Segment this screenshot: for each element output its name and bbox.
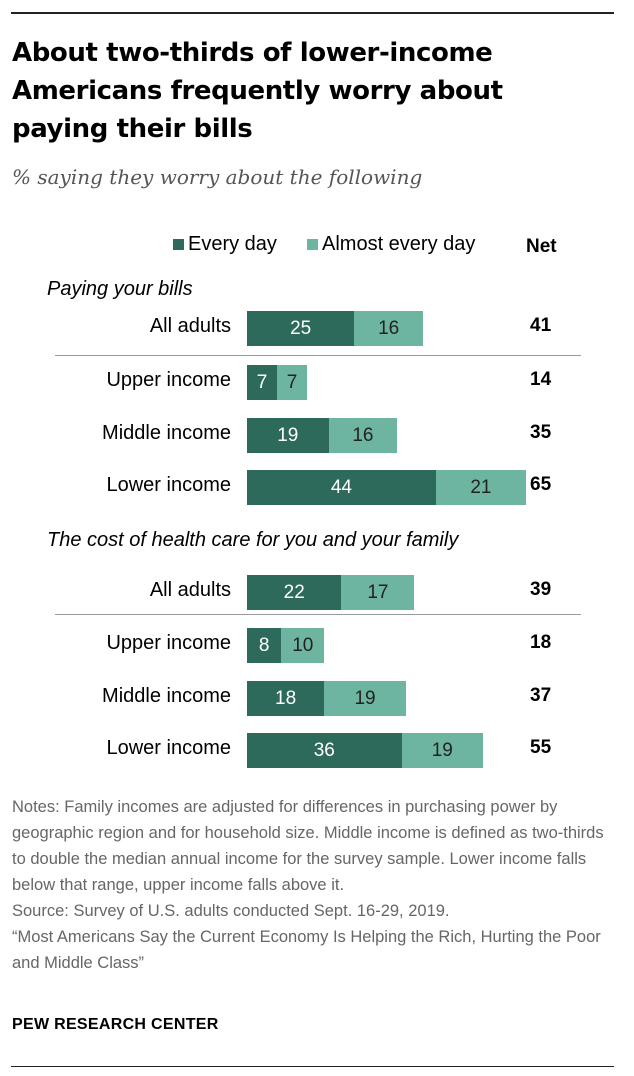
net-value-all-adults: 41 <box>530 315 552 336</box>
top-rule <box>11 12 614 14</box>
report-title: “Most Americans Say the Current Economy … <box>12 928 601 972</box>
notes-text: Notes: Family incomes are adjusted for d… <box>12 798 604 894</box>
legend-label-every-day: Every day <box>188 233 277 255</box>
bar-every-day-middle-income: 18 <box>247 681 325 716</box>
row-label-middle-income: Middle income <box>102 422 231 444</box>
row-label-all-adults: All adults <box>149 315 231 337</box>
net-value-upper-income: 14 <box>530 369 552 390</box>
all-adults-separator <box>55 614 581 615</box>
net-value-all-adults: 39 <box>530 579 552 600</box>
legend-label-almost-every-day: Almost every day <box>322 233 476 255</box>
legend-every-day: Every day <box>173 232 277 256</box>
bar-almost-every-day-middle-income: 16 <box>328 418 398 453</box>
section-label: Paying your bills <box>47 278 193 300</box>
net-value-lower-income: 55 <box>530 737 552 758</box>
legend-swatch-every-day <box>173 239 184 251</box>
bar-almost-every-day-lower-income: 21 <box>435 470 526 505</box>
bar-almost-every-day-middle-income: 19 <box>324 681 406 716</box>
bar-every-day-all-adults: 22 <box>247 575 342 610</box>
bar-almost-every-day-all-adults: 17 <box>341 575 415 610</box>
bar-every-day-upper-income: 8 <box>247 628 282 663</box>
net-value-upper-income: 18 <box>530 632 552 653</box>
bar-every-day-upper-income: 7 <box>247 365 278 400</box>
bottom-rule <box>11 1066 614 1067</box>
net-header: Net <box>526 236 557 257</box>
bar-every-day-lower-income: 36 <box>247 733 402 768</box>
all-adults-separator <box>55 355 581 356</box>
row-label-upper-income: Upper income <box>106 632 231 654</box>
net-value-lower-income: 65 <box>530 474 552 495</box>
chart-title: About two-thirds of lower-income America… <box>12 38 503 144</box>
legend-swatch-almost-every-day <box>307 239 318 251</box>
legend-almost-every-day: Almost every day <box>307 232 475 256</box>
notes-block: Notes: Family incomes are adjusted for d… <box>12 794 612 976</box>
section-label: The cost of health care for you and your… <box>47 529 459 551</box>
row-label-lower-income: Lower income <box>106 474 231 496</box>
net-value-middle-income: 37 <box>530 685 552 706</box>
source-text: Source: Survey of U.S. adults conducted … <box>12 902 450 920</box>
bar-every-day-middle-income: 19 <box>247 418 329 453</box>
row-label-upper-income: Upper income <box>106 369 231 391</box>
net-value-middle-income: 35 <box>530 422 552 443</box>
row-label-middle-income: Middle income <box>102 685 231 707</box>
bar-every-day-all-adults: 25 <box>247 311 355 346</box>
row-label-lower-income: Lower income <box>106 737 231 759</box>
bar-almost-every-day-upper-income: 7 <box>277 365 308 400</box>
bar-almost-every-day-upper-income: 10 <box>281 628 325 663</box>
row-label-all-adults: All adults <box>149 579 231 601</box>
chart-subtitle: % saying they worry about the following <box>12 165 423 189</box>
bar-almost-every-day-all-adults: 16 <box>354 311 423 346</box>
pew-logo-text: PEW RESEARCH CENTER <box>12 1016 219 1033</box>
bar-almost-every-day-lower-income: 19 <box>401 733 484 768</box>
bar-every-day-lower-income: 44 <box>247 470 436 505</box>
